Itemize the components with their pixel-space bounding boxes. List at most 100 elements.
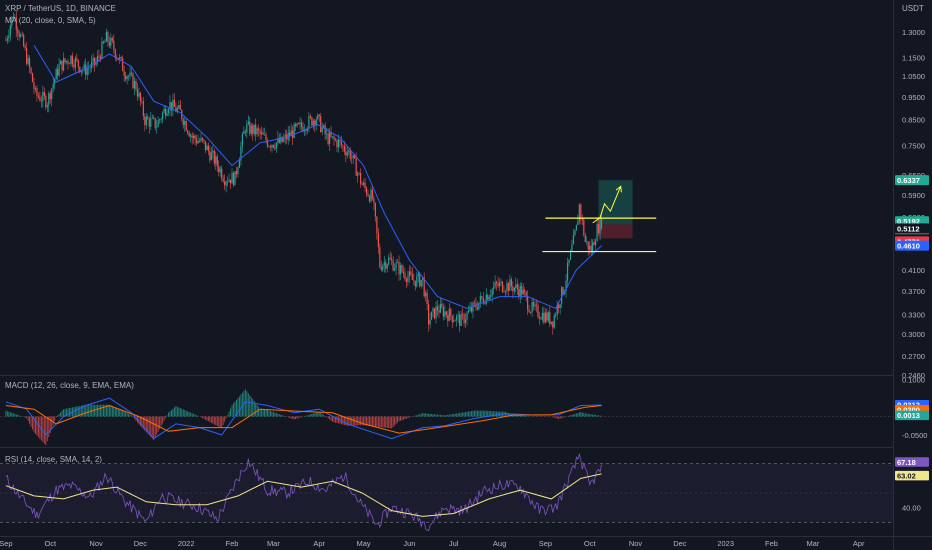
candle-body: [104, 41, 106, 43]
candle-body: [396, 261, 399, 263]
candle-body: [494, 282, 496, 287]
candle-body: [428, 304, 430, 325]
candle-body: [546, 312, 548, 321]
candle-body: [426, 292, 428, 305]
candle-body: [478, 302, 480, 310]
candle-body: [258, 128, 260, 131]
candle-body: [590, 245, 592, 253]
candle-body: [113, 40, 115, 50]
candle-body: [460, 314, 462, 326]
candle-body: [420, 280, 422, 287]
candle-body: [453, 320, 455, 322]
candle-body: [57, 69, 59, 76]
candle-body: [343, 145, 345, 152]
candle-body: [173, 99, 175, 107]
candle-body: [210, 152, 212, 161]
candle-body: [577, 221, 579, 225]
candle-body: [490, 295, 492, 297]
candle-body: [8, 35, 10, 39]
candle-body: [550, 321, 552, 324]
currency-label[interactable]: USDT: [902, 4, 924, 13]
candle-body: [385, 262, 387, 269]
price-label-text: 0.5192: [897, 217, 920, 226]
target-zone: [598, 180, 633, 225]
candle-body: [522, 289, 524, 295]
candle-body: [519, 286, 521, 297]
candle-body: [42, 92, 44, 102]
candle-body: [240, 146, 242, 161]
candle-body: [481, 296, 483, 299]
candle-body: [74, 58, 76, 68]
candle-body: [584, 234, 586, 242]
candle-body: [37, 95, 40, 97]
price-tick-label: 0.2460: [902, 371, 925, 380]
candle-body: [365, 187, 368, 195]
candle-body: [194, 135, 196, 140]
ma-legend[interactable]: MA (20, close, 0, SMA, 5): [5, 16, 96, 25]
candle-body: [534, 304, 536, 307]
candle-body: [64, 58, 66, 63]
time-tick-label: Sep: [0, 539, 13, 548]
candle-body: [297, 123, 300, 124]
time-tick-label: Dec: [134, 539, 148, 548]
time-tick-label: Feb: [226, 539, 239, 548]
macd-value-text: 0.0312: [897, 401, 920, 410]
candle-body: [328, 132, 331, 144]
projection-arrowhead: [615, 185, 622, 193]
candle-body: [444, 311, 446, 317]
candle-body: [262, 132, 264, 135]
candle-body: [513, 287, 515, 292]
candle-body: [318, 114, 320, 117]
candle-body: [170, 102, 173, 111]
candle-body: [317, 114, 319, 120]
candle-body: [300, 122, 303, 127]
candle-body: [568, 259, 570, 263]
candle-body: [552, 321, 554, 328]
candle-body: [485, 294, 487, 304]
candle-body: [303, 129, 306, 132]
candle-body: [33, 82, 35, 90]
time-tick-label: Apr: [313, 539, 325, 548]
candle-body: [255, 124, 257, 135]
candle-body: [370, 189, 372, 202]
candle-body: [61, 60, 63, 71]
symbol-title[interactable]: XRP / TetherUS, 1D, BINANCE: [5, 4, 116, 13]
candle-body: [422, 277, 424, 280]
candle-body: [253, 124, 255, 134]
candle-body: [21, 34, 23, 36]
price-tick-label: 0.9500: [902, 93, 925, 102]
candle-body: [232, 172, 235, 186]
time-tick-label: Dec: [673, 539, 687, 548]
candle-body: [198, 141, 201, 142]
candle-body: [263, 134, 266, 136]
position-tool[interactable]: [598, 180, 633, 239]
rsi-legend[interactable]: RSI (14, close, SMA, 14, 2): [5, 455, 102, 464]
candle-body: [516, 284, 518, 290]
candle-body: [388, 257, 390, 265]
candle-body: [382, 265, 384, 270]
candle-body: [540, 318, 542, 320]
candle-body: [156, 126, 158, 128]
candle-body: [467, 310, 470, 313]
candle-body: [105, 32, 108, 42]
candle-body: [364, 182, 366, 188]
macd-legend[interactable]: MACD (12, 26, close, 9, EMA, EMA): [5, 381, 134, 390]
candle-body: [510, 279, 512, 287]
candle-body: [252, 125, 254, 134]
time-tick-label: 2023: [717, 539, 734, 548]
candle-body: [354, 155, 356, 159]
candle-body: [231, 172, 233, 184]
candle-body: [521, 286, 523, 295]
candle-body: [114, 49, 116, 58]
candle-body: [125, 75, 127, 80]
price-label-text: 0.5112: [897, 224, 920, 233]
candle-body: [339, 139, 341, 142]
candle-body: [574, 230, 576, 236]
candle-body: [287, 132, 289, 140]
candle-body: [408, 271, 410, 277]
candle-body: [151, 117, 153, 119]
candle-body: [506, 283, 508, 292]
price-label-box: [895, 223, 929, 234]
